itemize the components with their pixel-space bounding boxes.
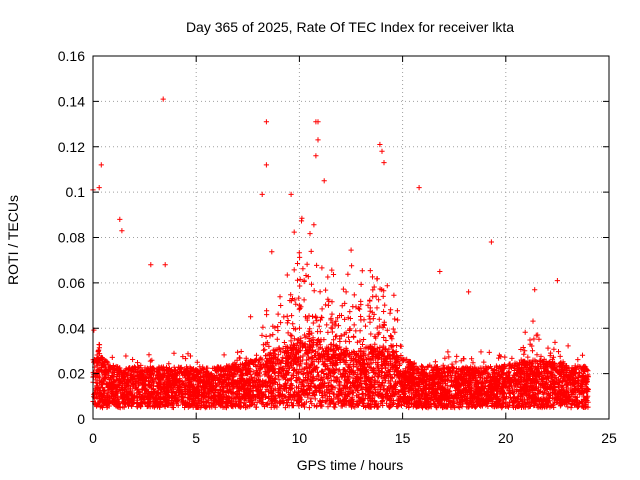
x-tick-label: 5 bbox=[192, 430, 200, 446]
y-tick-label: 0.14 bbox=[58, 93, 85, 109]
axis-ticks bbox=[92, 55, 610, 420]
grid-lines bbox=[93, 56, 609, 419]
x-tick-label: 25 bbox=[601, 430, 617, 446]
x-tick-label: 0 bbox=[89, 430, 97, 446]
x-tick-label: 20 bbox=[498, 430, 514, 446]
data-points bbox=[90, 96, 591, 411]
y-tick-label: 0.02 bbox=[58, 366, 85, 382]
y-tick-labels: 0 0.02 0.04 0.06 0.08 0.1 0.12 0.14 0.16 bbox=[58, 48, 85, 427]
y-tick-label: 0.04 bbox=[58, 320, 85, 336]
chart-title: Day 365 of 2025, Rate Of TEC Index for r… bbox=[186, 19, 514, 35]
y-tick-label: 0.16 bbox=[58, 48, 85, 64]
x-tick-labels: 0 5 10 15 20 25 bbox=[89, 430, 617, 446]
y-axis-label: ROTI / TECUs bbox=[5, 195, 21, 285]
x-tick-label: 15 bbox=[395, 430, 411, 446]
x-tick-label: 10 bbox=[292, 430, 308, 446]
y-tick-label: 0.1 bbox=[66, 184, 86, 200]
y-tick-label: 0.08 bbox=[58, 230, 85, 246]
y-tick-label: 0 bbox=[77, 411, 85, 427]
roti-markers bbox=[90, 96, 591, 411]
y-tick-label: 0.12 bbox=[58, 139, 85, 155]
y-tick-label: 0.06 bbox=[58, 275, 85, 291]
x-axis-label: GPS time / hours bbox=[297, 457, 404, 473]
